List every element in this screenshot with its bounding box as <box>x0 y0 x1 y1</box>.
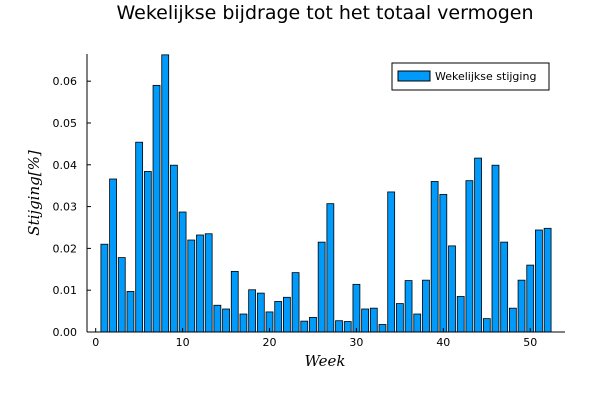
x-tick-label: 50 <box>523 336 537 349</box>
bar-week-46 <box>491 164 500 333</box>
y-axis-label: Stijging[%] <box>25 150 43 236</box>
bar-week-33 <box>378 324 387 333</box>
bar-week-45 <box>482 318 491 333</box>
y-tick-label: 0.06 <box>53 75 78 88</box>
bar-week-40 <box>439 194 448 333</box>
bar-week-49 <box>517 279 526 333</box>
bar-week-27 <box>326 203 335 333</box>
bar-week-47 <box>500 241 509 333</box>
bar-week-25 <box>309 316 317 333</box>
bar-week-13 <box>204 233 213 333</box>
bar-week-48 <box>508 307 517 333</box>
x-tick-label: 10 <box>176 336 190 349</box>
bar-week-51 <box>535 229 543 333</box>
bar-week-22 <box>283 296 291 333</box>
bar-week-3 <box>117 257 126 333</box>
bar-week-23 <box>291 272 300 333</box>
bar-week-24 <box>300 320 309 333</box>
bar-week-35 <box>395 303 404 333</box>
axes-layer <box>86 54 565 333</box>
x-tick-label: 30 <box>349 336 363 349</box>
bar-week-8 <box>161 54 170 333</box>
bar-week-5 <box>135 141 144 333</box>
bar-week-26 <box>317 241 326 333</box>
bar-week-44 <box>474 157 482 333</box>
bar-week-12 <box>196 234 204 333</box>
bar-week-17 <box>239 313 248 333</box>
ticks-layer: 0 10 20 30 40 50 0.00 0.01 0.02 0.03 0.04 0.05 0.06 <box>53 75 538 349</box>
bar-week-37 <box>413 313 422 333</box>
bar-week-19 <box>256 292 265 333</box>
bar-week-39 <box>430 181 439 333</box>
bar-week-34 <box>387 191 396 333</box>
legend-label: Wekelijkse stijging <box>435 70 536 83</box>
bar-week-36 <box>404 280 413 333</box>
bar-week-21 <box>274 301 283 333</box>
bar-week-16 <box>230 270 239 333</box>
legend: Wekelijkse stijging <box>391 62 550 91</box>
x-tick-label: 20 <box>263 336 277 349</box>
bar-week-43 <box>465 180 474 333</box>
bar-week-50 <box>526 264 535 333</box>
bar-week-14 <box>213 304 222 333</box>
bar-week-4 <box>126 291 135 333</box>
bar-week-52 <box>543 227 552 333</box>
bar-week-11 <box>187 239 196 333</box>
y-tick-label: 0.02 <box>53 242 78 255</box>
bar-week-10 <box>178 211 187 333</box>
bar-week-7 <box>152 84 161 333</box>
bar-week-6 <box>143 171 152 333</box>
x-tick-label: 0 <box>92 336 99 349</box>
bar-week-28 <box>335 320 343 333</box>
bar-week-18 <box>248 289 256 333</box>
bar-week-32 <box>369 307 378 333</box>
bar-week-30 <box>352 283 361 333</box>
y-tick-label: 0.05 <box>53 117 78 130</box>
bar-week-1 <box>100 243 109 333</box>
bar-week-31 <box>361 308 369 333</box>
bar-week-41 <box>448 245 456 333</box>
legend-swatch <box>397 70 431 82</box>
y-tick-label: 0.01 <box>53 284 78 297</box>
x-axis-label: Week <box>304 352 345 370</box>
bar-week-29 <box>343 321 352 333</box>
bar-week-2 <box>109 178 117 333</box>
chart-title: Wekelijkse bijdrage tot het totaal vermo… <box>116 2 533 24</box>
bars-layer <box>100 54 552 333</box>
bar-week-42 <box>456 296 465 333</box>
bar-week-9 <box>170 164 178 333</box>
y-tick-label: 0.00 <box>53 326 78 339</box>
y-tick-label: 0.04 <box>53 159 78 172</box>
bar-week-38 <box>422 279 430 333</box>
bar-week-15 <box>222 308 230 333</box>
x-tick-label: 40 <box>436 336 450 349</box>
y-tick-label: 0.03 <box>53 201 78 214</box>
